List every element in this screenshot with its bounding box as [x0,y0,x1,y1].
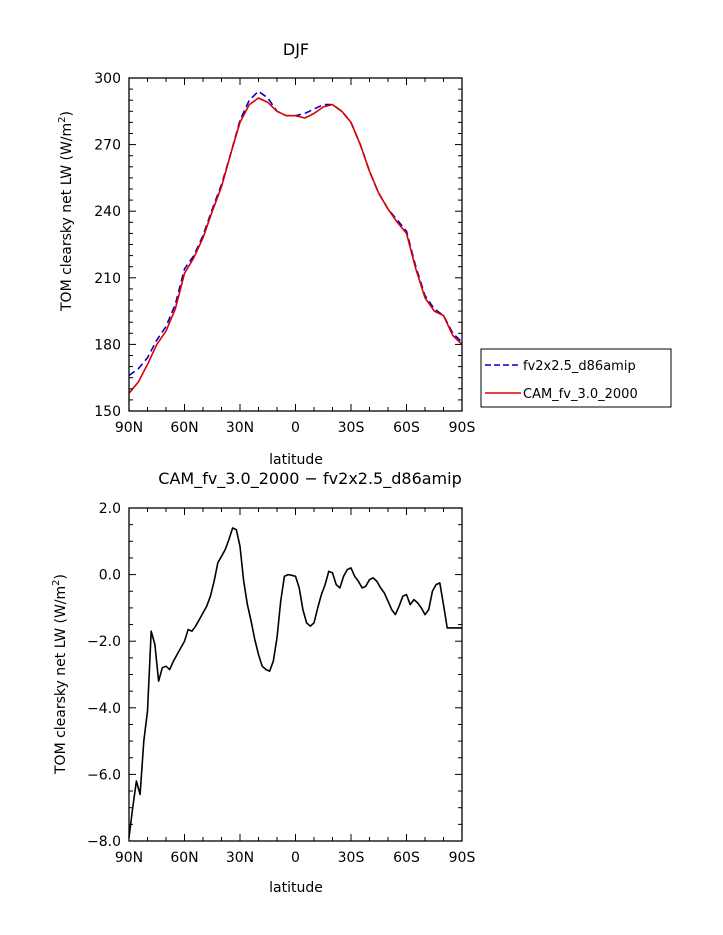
legend-label-0: fv2x2.5_d86amip [523,359,636,374]
top-ylabel-sup: 2 [57,116,68,122]
y-tick-label: 300 [94,71,121,87]
bottom-xlabel: latitude [269,880,323,896]
series-line-0 [128,90,463,377]
x-tick-label: 30N [226,850,254,866]
bottom-ylabel: TOM clearsky net LW (W/m2) [51,574,69,775]
legend-label-1: CAM_fv_3.0_2000 [523,387,638,402]
legend-box [480,348,672,408]
y-tick-label: −6.0 [87,767,121,783]
top-ylabel-text: TOM clearsky net LW (W/m [59,123,75,312]
top-ylabel: TOM clearsky net LW (W/m2) [57,111,75,312]
y-tick-label: −4.0 [87,701,121,717]
x-tick-label: 90S [449,850,476,866]
x-tick-label: 30S [338,420,365,436]
top-ylabel-close: ) [59,111,75,116]
x-tick-label: 0 [291,850,300,866]
top-title: DJF [283,40,309,59]
top-xlabel: latitude [269,452,323,468]
x-tick-label: 0 [291,420,300,436]
legend: fv2x2.5_d86amip CAM_fv_3.0_2000 [480,348,672,408]
bottom-series-lines [128,527,462,838]
bottom-plot-frame [128,507,463,842]
x-tick-label: 60N [170,420,198,436]
y-tick-label: 180 [94,337,121,353]
y-tick-label: 2.0 [99,501,121,517]
bottom-ylabel-text: TOM clearsky net LW (W/m [53,586,69,775]
x-tick-label: 90N [115,420,143,436]
top-ticks: 90N 60N 30N 0 30S 60S 90S 150 180 210 240 270 300 [94,71,475,436]
x-tick-label: 60N [170,850,198,866]
series-line-1 [128,97,463,394]
x-tick-label: 60S [393,850,420,866]
y-tick-label: 150 [94,404,121,420]
bottom-ticks: 90N 60N 30N 0 30S 60S 90S −8.0 −6.0 −4.0 −2.0 0.0 2.… [87,501,475,866]
x-tick-label: 90S [449,420,476,436]
x-tick-label: 60S [393,420,420,436]
bottom-title: CAM_fv_3.0_2000 − fv2x2.5_d86amip [158,469,461,489]
top-series-lines [128,90,463,394]
y-tick-label: 240 [94,204,121,220]
x-tick-label: 30S [338,850,365,866]
top-panel: DJF 90N 60N 30N 0 30S 60S 90S 150 180 210 240 270 30… [57,40,672,468]
x-tick-label: 30N [226,420,254,436]
top-plot-frame [128,77,463,412]
y-tick-label: −2.0 [87,634,121,650]
y-tick-label: 210 [94,271,121,287]
y-tick-label: 0.0 [99,568,121,584]
bottom-ylabel-close: ) [53,574,69,579]
y-tick-label: −8.0 [87,834,121,850]
bottom-panel: CAM_fv_3.0_2000 − fv2x2.5_d86amip 90N 60N… [51,469,475,896]
series-line-0 [128,527,462,838]
x-tick-label: 90N [115,850,143,866]
y-tick-label: 270 [94,138,121,154]
bottom-ylabel-sup: 2 [51,579,62,585]
